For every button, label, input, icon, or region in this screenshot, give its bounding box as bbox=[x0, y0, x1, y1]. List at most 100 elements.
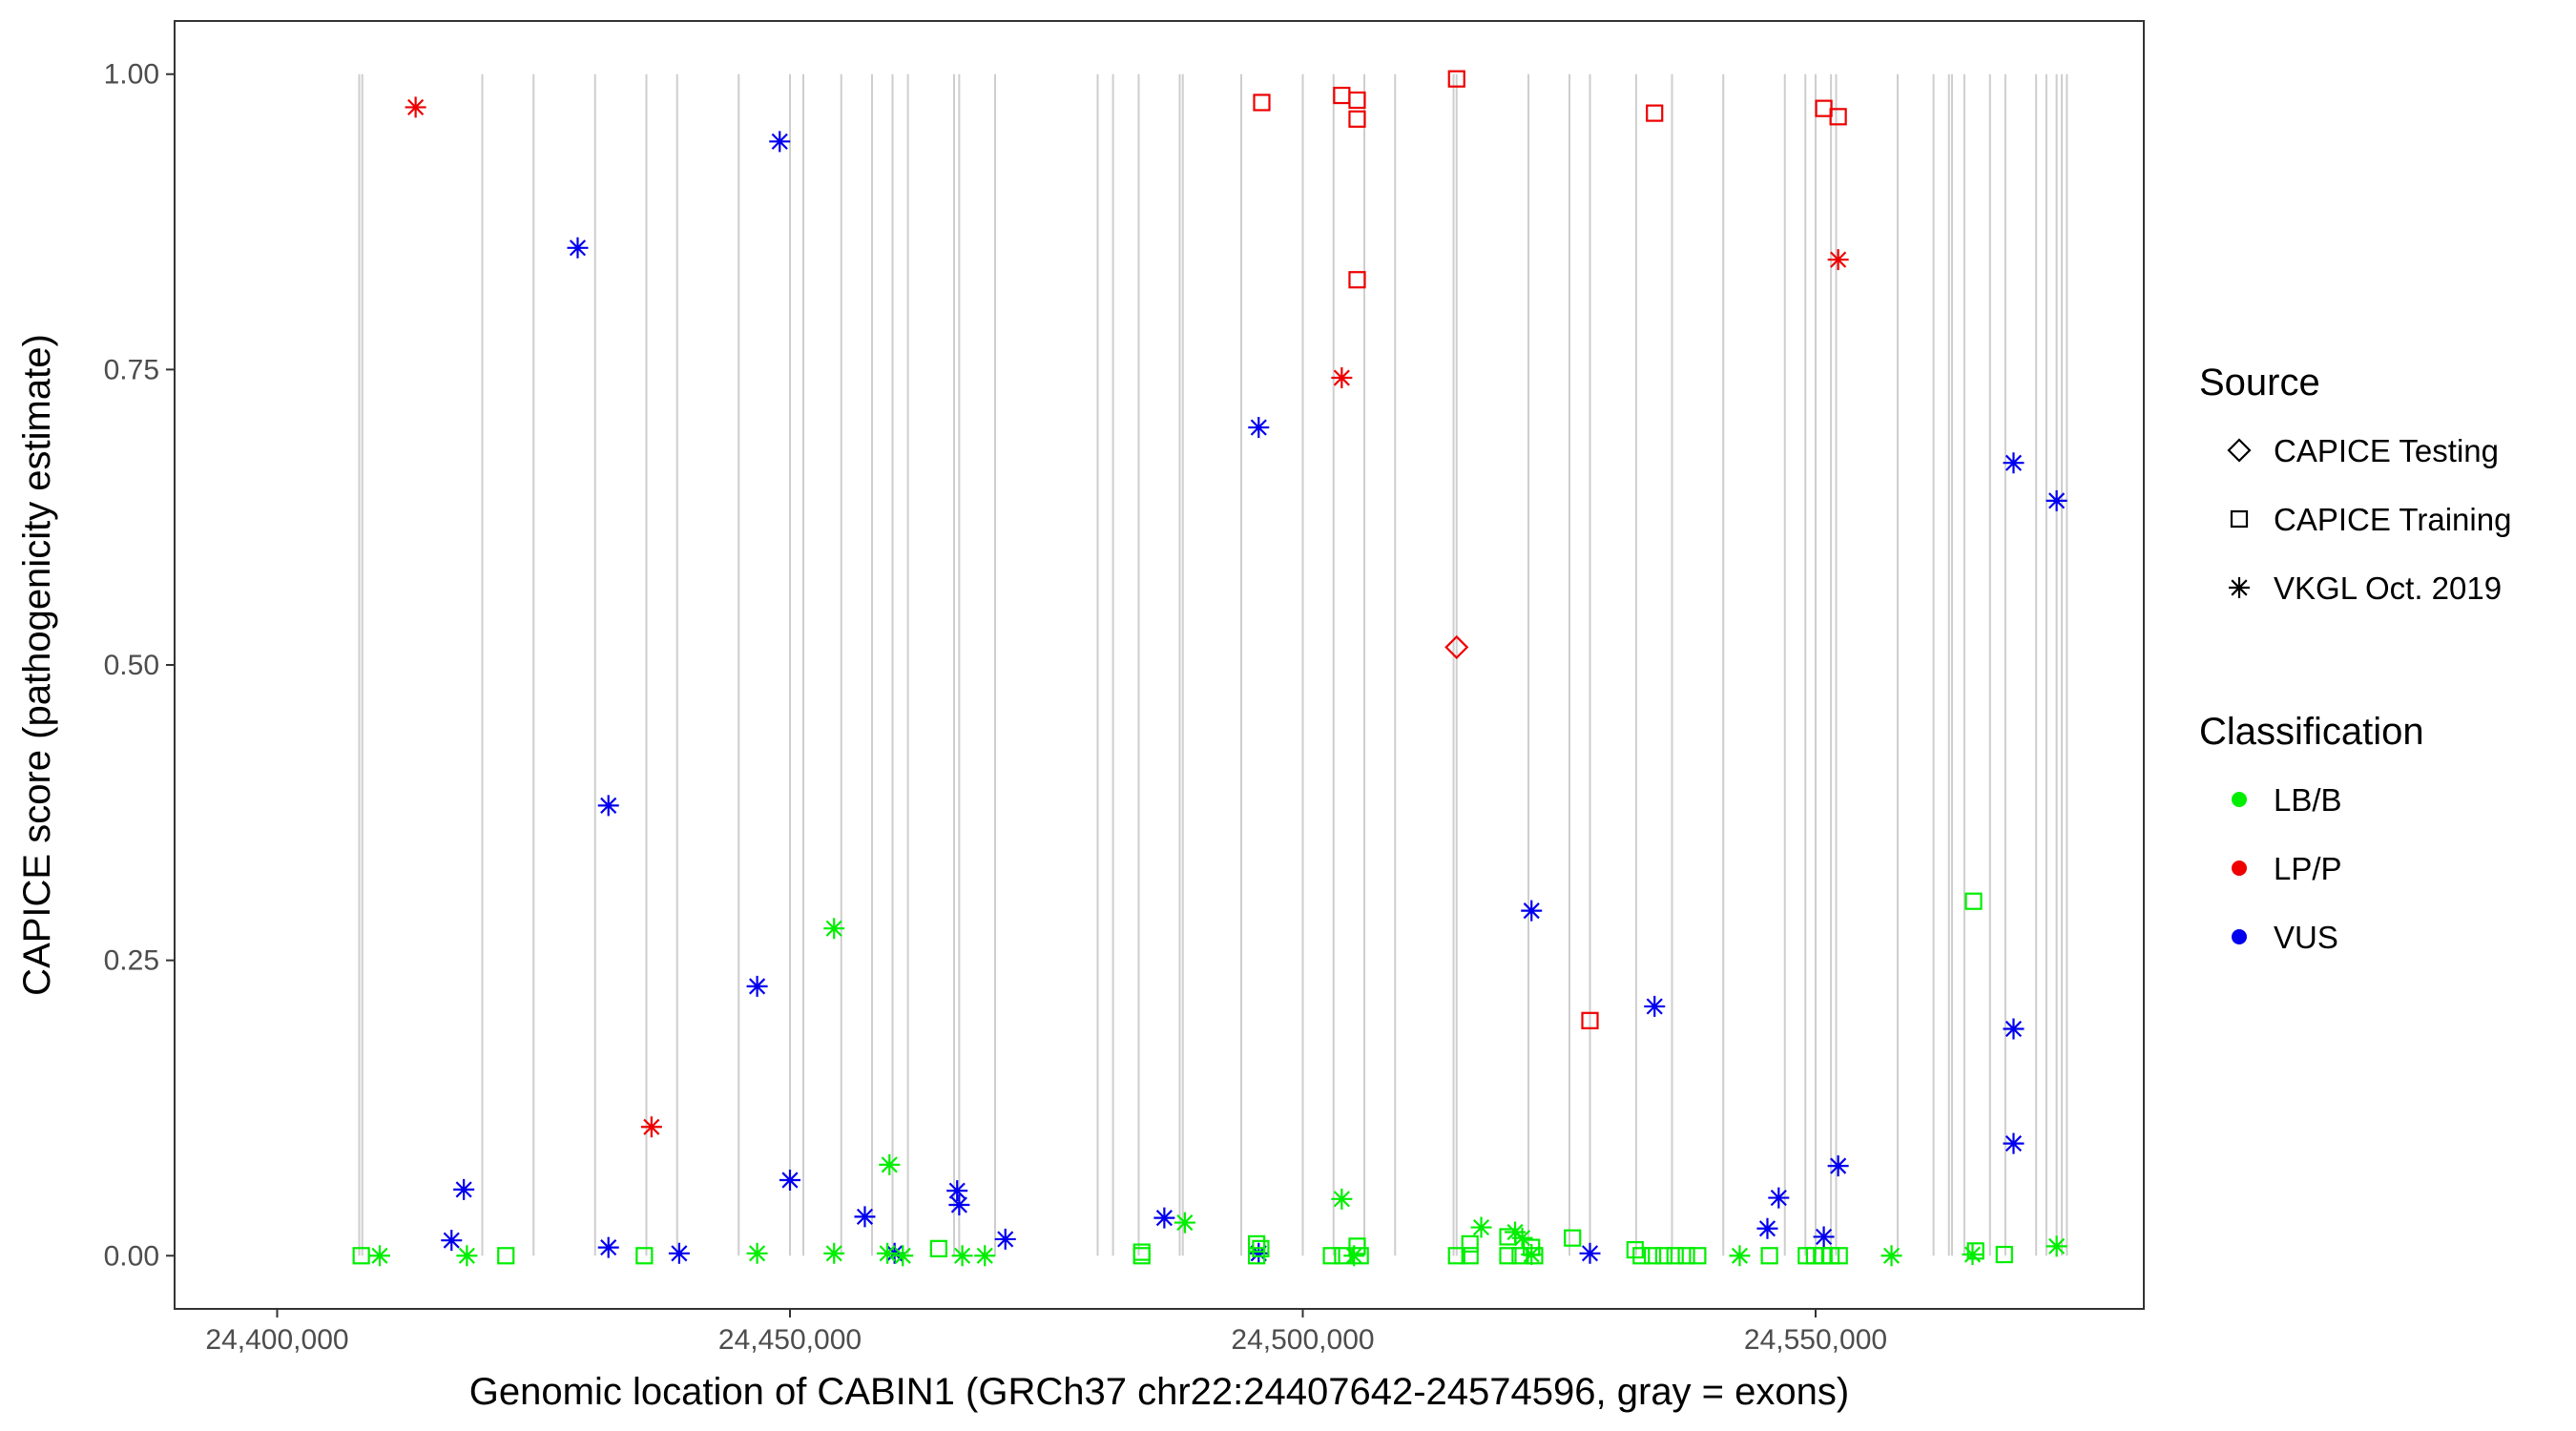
data-point bbox=[877, 1242, 899, 1264]
data-point bbox=[951, 1245, 973, 1267]
legend-source-label-vkgl: VKGL Oct. 2019 bbox=[2274, 570, 2502, 606]
data-point bbox=[1581, 1011, 1599, 1029]
legend-class-key bbox=[2232, 861, 2247, 876]
data-point bbox=[597, 1236, 619, 1258]
x-axis: 24,400,000 24,450,000 24,500,000 24,550,000 bbox=[205, 1309, 1887, 1356]
data-point bbox=[1248, 1242, 1270, 1264]
data-point bbox=[1827, 249, 1849, 271]
legend-source-key bbox=[2227, 438, 2252, 463]
data-point bbox=[1153, 1207, 1175, 1229]
y-tick-label: 1.00 bbox=[104, 59, 159, 91]
legend-class-keys bbox=[2232, 792, 2247, 944]
legend-source-label-testing: CAPICE Testing bbox=[2274, 433, 2499, 468]
data-point bbox=[1351, 1247, 1369, 1265]
data-point bbox=[369, 1245, 390, 1267]
legend-class-label-lpp: LP/P bbox=[2274, 851, 2342, 886]
data-point bbox=[854, 1206, 876, 1228]
data-point bbox=[1643, 1247, 1662, 1265]
data-point bbox=[1331, 1188, 1353, 1210]
data-point bbox=[1348, 271, 1366, 289]
data-point bbox=[1331, 367, 1353, 389]
data-point bbox=[1654, 1247, 1673, 1265]
legend-source-key bbox=[2229, 577, 2250, 598]
data-point bbox=[453, 1178, 475, 1200]
y-axis-title: CAPICE score (pathogenicity estimate) bbox=[16, 334, 58, 996]
data-point bbox=[879, 1153, 901, 1175]
data-point bbox=[1756, 1217, 1778, 1239]
data-point bbox=[1813, 1226, 1835, 1248]
y-tick-label: 0.25 bbox=[104, 945, 159, 977]
legend: Source CAPICE Testing CAPICE Training VK… bbox=[2199, 362, 2511, 955]
data-point bbox=[1995, 1245, 2013, 1264]
data-point bbox=[352, 1247, 370, 1265]
y-tick-label: 0.00 bbox=[104, 1240, 159, 1272]
data-point bbox=[2003, 1018, 2025, 1040]
data-point bbox=[1644, 995, 1666, 1017]
data-point bbox=[1447, 70, 1465, 88]
legend-source-keys bbox=[2227, 438, 2252, 598]
data-point bbox=[1646, 104, 1664, 122]
x-tick-label: 24,500,000 bbox=[1231, 1324, 1374, 1356]
data-point bbox=[1334, 1247, 1352, 1265]
legend-classification-title: Classification bbox=[2199, 711, 2424, 753]
data-point bbox=[1677, 1247, 1695, 1265]
data-point bbox=[1626, 1240, 1644, 1259]
data-point bbox=[946, 1180, 968, 1202]
data-point bbox=[1499, 1247, 1517, 1265]
data-point bbox=[1962, 1244, 1984, 1266]
data-point bbox=[1470, 1216, 1492, 1238]
y-axis: 0.00 0.25 0.50 0.75 1.00 bbox=[104, 59, 175, 1272]
data-point bbox=[769, 131, 791, 153]
data-point bbox=[892, 1245, 914, 1267]
data-point bbox=[1632, 1247, 1651, 1265]
data-point bbox=[1348, 1237, 1366, 1255]
points-layer bbox=[352, 70, 2067, 1267]
data-point bbox=[1343, 1245, 1365, 1267]
data-point bbox=[2046, 1235, 2067, 1257]
data-point bbox=[2046, 489, 2067, 511]
data-point bbox=[1174, 1212, 1195, 1234]
data-point bbox=[1447, 1247, 1465, 1265]
data-point bbox=[2003, 1132, 2025, 1154]
data-point bbox=[823, 918, 845, 940]
legend-class-label-vus: VUS bbox=[2274, 920, 2338, 955]
legend-source-title: Source bbox=[2199, 362, 2320, 404]
data-point bbox=[994, 1228, 1016, 1250]
data-point bbox=[1348, 91, 1366, 110]
legend-source-label-training: CAPICE Training bbox=[2274, 502, 2511, 537]
data-point bbox=[1253, 93, 1271, 112]
data-point bbox=[1248, 1234, 1266, 1253]
legend-class-key bbox=[2232, 929, 2247, 944]
data-point bbox=[823, 1242, 845, 1264]
data-point bbox=[746, 1242, 768, 1264]
y-tick-label: 0.75 bbox=[104, 354, 159, 385]
data-point bbox=[1132, 1247, 1151, 1265]
data-point bbox=[497, 1247, 515, 1265]
legend-source-key bbox=[2230, 509, 2249, 529]
data-point bbox=[974, 1245, 996, 1267]
data-point bbox=[1348, 110, 1366, 128]
data-point bbox=[456, 1245, 478, 1267]
data-point bbox=[1521, 900, 1543, 922]
x-tick-label: 24,400,000 bbox=[205, 1324, 348, 1356]
data-point bbox=[1689, 1247, 1707, 1265]
data-point bbox=[2003, 452, 2025, 474]
data-point bbox=[1499, 1228, 1517, 1246]
x-axis-title: Genomic location of CABIN1 (GRCh37 chr22… bbox=[469, 1371, 1849, 1413]
data-point bbox=[1564, 1229, 1582, 1247]
data-point bbox=[441, 1230, 463, 1252]
data-point bbox=[1248, 417, 1270, 439]
legend-class-key bbox=[2232, 792, 2247, 807]
y-tick-label: 0.50 bbox=[104, 650, 159, 681]
data-point bbox=[746, 975, 768, 997]
data-point bbox=[640, 1116, 662, 1138]
legend-class-label-lbb: LB/B bbox=[2274, 782, 2342, 818]
data-point bbox=[1729, 1245, 1751, 1267]
data-point bbox=[779, 1170, 800, 1191]
data-point bbox=[1579, 1242, 1601, 1264]
data-point bbox=[1666, 1247, 1684, 1265]
x-tick-label: 24,450,000 bbox=[718, 1324, 862, 1356]
data-point bbox=[1760, 1247, 1778, 1265]
